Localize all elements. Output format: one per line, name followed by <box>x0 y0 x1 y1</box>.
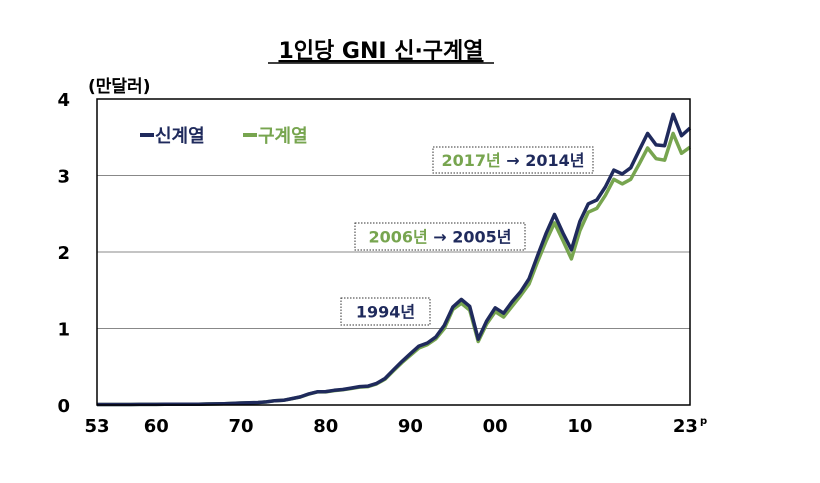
annotation-box: 1994년 <box>340 297 431 326</box>
legend-label-new: 신계열 <box>155 126 205 147</box>
annotation-box: 2017년 → 2014년 <box>432 146 594 174</box>
y-tick-label: 4 <box>57 90 70 111</box>
x-tick-label: 90 <box>398 416 423 437</box>
x-tick-label: 00 <box>483 416 508 437</box>
preliminary-marker: p <box>700 416 707 427</box>
y-tick-label: 0 <box>57 396 70 417</box>
x-tick-label: 80 <box>313 416 338 437</box>
x-tick-label: 53 <box>84 416 109 437</box>
y-tick-label: 3 <box>57 167 70 188</box>
legend: 신계열 구계열 <box>140 126 308 147</box>
y-tick-label: 1 <box>57 320 70 341</box>
annotation-text: 1994년 <box>356 303 415 322</box>
plot-frame <box>96 98 691 406</box>
series-line-old <box>97 131 692 407</box>
chart-title: 1인당 GNI 신·구계열 <box>278 39 483 64</box>
annotation-text: 2006년 → 2005년 <box>368 228 511 247</box>
x-tick-label: 70 <box>228 416 253 437</box>
y-axis-unit: (만달러) <box>88 76 150 97</box>
legend-label-old: 구계열 <box>258 126 308 147</box>
annotation-box: 2006년 → 2005년 <box>354 222 526 251</box>
annotation-text: 2017년 → 2014년 <box>441 151 584 170</box>
x-tick-label: 23 p <box>673 416 707 437</box>
x-tick-label: 10 <box>567 416 592 437</box>
y-tick-label: 2 <box>57 243 70 264</box>
x-tick-label: 60 <box>144 416 169 437</box>
series-line-new <box>97 112 692 407</box>
